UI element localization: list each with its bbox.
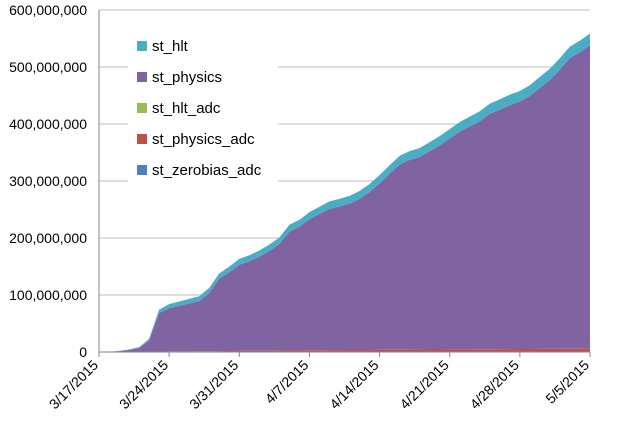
legend-label: st_zerobias_adc bbox=[152, 162, 262, 179]
y-tick-label: 100,000,000 bbox=[9, 287, 87, 303]
y-tick-label: 0 bbox=[79, 344, 87, 360]
legend-label: st_physics bbox=[152, 69, 222, 86]
legend-label: st_hlt_adc bbox=[152, 100, 221, 117]
x-tick-label: 4/21/2015 bbox=[396, 357, 452, 413]
y-tick-label: 600,000,000 bbox=[9, 2, 87, 18]
legend-swatch bbox=[137, 134, 147, 144]
y-tick-label: 500,000,000 bbox=[9, 59, 87, 75]
area-series-st-physics-adc bbox=[99, 348, 590, 352]
x-tick-label: 5/5/2015 bbox=[542, 357, 592, 407]
legend-swatch bbox=[137, 41, 147, 51]
x-tick-label: 3/24/2015 bbox=[116, 357, 172, 413]
legend-label: st_hlt bbox=[152, 38, 189, 55]
area-series-st-physics bbox=[99, 45, 590, 353]
legend-swatch bbox=[137, 72, 147, 82]
x-tick-label: 4/28/2015 bbox=[467, 357, 523, 413]
x-tick-label: 4/14/2015 bbox=[326, 357, 382, 413]
y-tick-label: 300,000,000 bbox=[9, 173, 87, 189]
legend-swatch bbox=[137, 165, 147, 175]
legend-swatch bbox=[137, 103, 147, 113]
x-tick-label: 3/31/2015 bbox=[186, 357, 242, 413]
x-tick-label: 4/7/2015 bbox=[262, 357, 312, 407]
area-series-st-hlt bbox=[99, 33, 590, 352]
legend-label: st_physics_adc bbox=[152, 131, 255, 148]
y-axis-tick-labels: 0 100,000,000 200,000,000 300,000,000 400,00… bbox=[9, 2, 87, 360]
y-tick-label: 400,000,000 bbox=[9, 116, 87, 132]
x-tick-label: 3/17/2015 bbox=[46, 357, 102, 413]
legend-background bbox=[128, 30, 278, 190]
y-tick-label: 200,000,000 bbox=[9, 230, 87, 246]
legend: st_hlt st_physics st_hlt_adc st_physics_adc… bbox=[128, 30, 278, 190]
axes bbox=[98, 10, 590, 353]
x-axis-tick-labels: 3/17/2015 3/24/2015 3/31/2015 4/7/2015 4/14/… bbox=[46, 352, 592, 413]
series-areas bbox=[99, 33, 590, 353]
